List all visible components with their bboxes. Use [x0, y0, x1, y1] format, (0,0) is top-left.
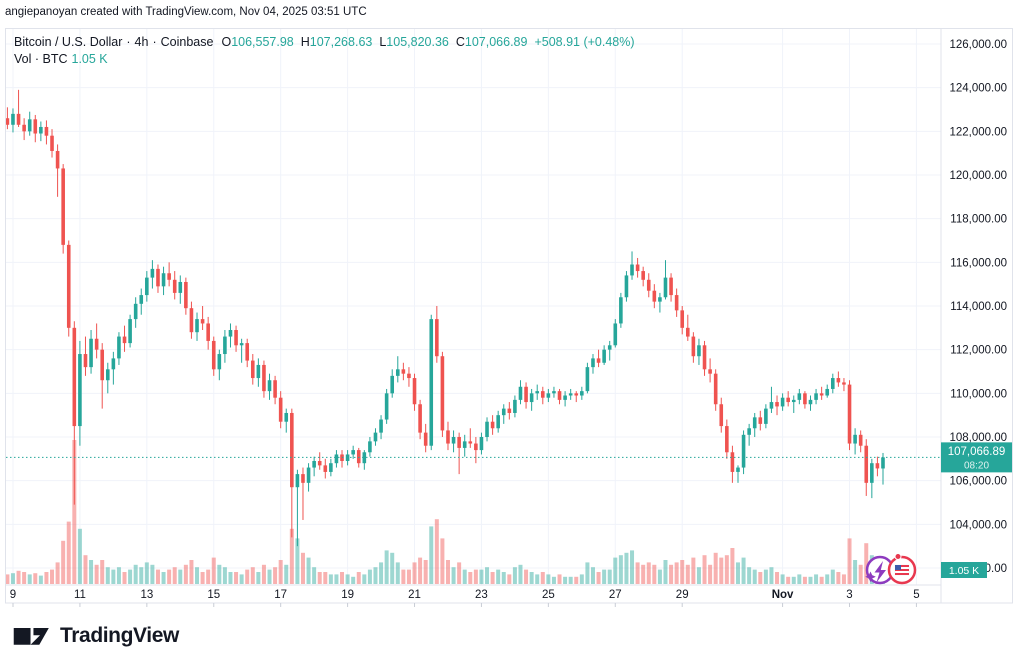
high-value: 107,268.63: [309, 35, 373, 49]
symbol-title: Bitcoin / U.S. Dollar: [14, 35, 123, 49]
axis-borders: [5, 28, 1013, 607]
svg-text:114,000.00: 114,000.00: [950, 301, 1007, 313]
svg-text:27: 27: [609, 589, 622, 601]
tradingview-logo-mark: [13, 627, 49, 645]
event-markers[interactable]: [865, 553, 917, 585]
svg-text:3: 3: [846, 589, 852, 601]
tradingview-logo-text: TradingView: [60, 624, 179, 647]
svg-text:120,000.00: 120,000.00: [949, 170, 1007, 182]
gridlines: [6, 28, 941, 585]
svg-text:21: 21: [408, 589, 421, 601]
time-axis[interactable]: 9 11 13 15 17 19 21 23 25 27 29 Nov 3 5: [10, 589, 920, 601]
svg-text:08:20: 08:20: [964, 460, 989, 471]
svg-text:106,000.00: 106,000.00: [949, 476, 1007, 488]
volume-label: Vol · BTC: [14, 52, 68, 66]
svg-text:5: 5: [913, 589, 919, 601]
volume-bars: [5, 440, 885, 584]
candlestick-chart[interactable]: 126,000.00 124,000.00 122,000.00 120,000.00…: [5, 28, 1013, 607]
svg-text:104,000.00: 104,000.00: [949, 519, 1007, 531]
separator-dot: ·: [152, 35, 157, 49]
candles: [5, 89, 885, 547]
svg-text:1.05 K: 1.05 K: [949, 565, 979, 577]
legend-symbol-row: Bitcoin / U.S. Dollar · 4h · Coinbase O1…: [14, 34, 635, 51]
low-value: 105,820.36: [386, 35, 449, 49]
interval-label: 4h: [134, 35, 149, 49]
separator-dot: ·: [126, 35, 131, 49]
close-label: C: [455, 35, 465, 49]
tradingview-logo[interactable]: TradingView: [13, 623, 179, 649]
svg-text:15: 15: [207, 589, 220, 601]
svg-text:118,000.00: 118,000.00: [950, 214, 1007, 226]
svg-text:9: 9: [10, 589, 16, 601]
svg-text:107,066.89: 107,066.89: [948, 446, 1006, 458]
low-label: L: [379, 35, 387, 49]
svg-text:116,000.00: 116,000.00: [950, 257, 1007, 269]
open-label: O: [221, 35, 232, 49]
axis-badges: 107,066.89 08:20 1.05 K: [941, 442, 1012, 578]
chart-legend: Bitcoin / U.S. Dollar · 4h · Coinbase O1…: [14, 34, 635, 68]
svg-text:110,000.00: 110,000.00: [950, 388, 1007, 400]
close-value: 107,066.89: [464, 35, 528, 49]
change-value: +508.91 (+0.48%): [534, 35, 635, 49]
svg-text:25: 25: [542, 589, 555, 601]
volume-value: 1.05 K: [71, 52, 108, 66]
svg-text:19: 19: [341, 589, 354, 601]
svg-text:11: 11: [74, 589, 86, 601]
exchange-label: Coinbase: [160, 35, 214, 49]
us-flag-event-icon[interactable]: [887, 553, 917, 585]
svg-text:17: 17: [274, 589, 287, 601]
svg-text:Nov: Nov: [772, 589, 794, 601]
svg-text:23: 23: [475, 589, 488, 601]
svg-text:13: 13: [140, 589, 153, 601]
svg-text:112,000.00: 112,000.00: [950, 345, 1007, 357]
price-axis[interactable]: 126,000.00 124,000.00 122,000.00 120,000.00…: [949, 39, 1007, 575]
svg-text:29: 29: [676, 589, 689, 601]
high-label: H: [300, 35, 310, 49]
chart-widget[interactable]: Bitcoin / U.S. Dollar · 4h · Coinbase O1…: [5, 28, 1013, 607]
svg-text:126,000.00: 126,000.00: [949, 39, 1007, 51]
open-value: 106,557.98: [231, 35, 294, 49]
legend-volume-row: Vol · BTC 1.05 K: [14, 51, 635, 68]
svg-text:122,000.00: 122,000.00: [949, 126, 1007, 138]
crypto-event-icon[interactable]: [865, 555, 895, 585]
svg-text:108,000.00: 108,000.00: [949, 432, 1007, 444]
attribution-text: angiepanoyan created with TradingView.co…: [5, 6, 367, 18]
svg-text:124,000.00: 124,000.00: [949, 83, 1007, 95]
